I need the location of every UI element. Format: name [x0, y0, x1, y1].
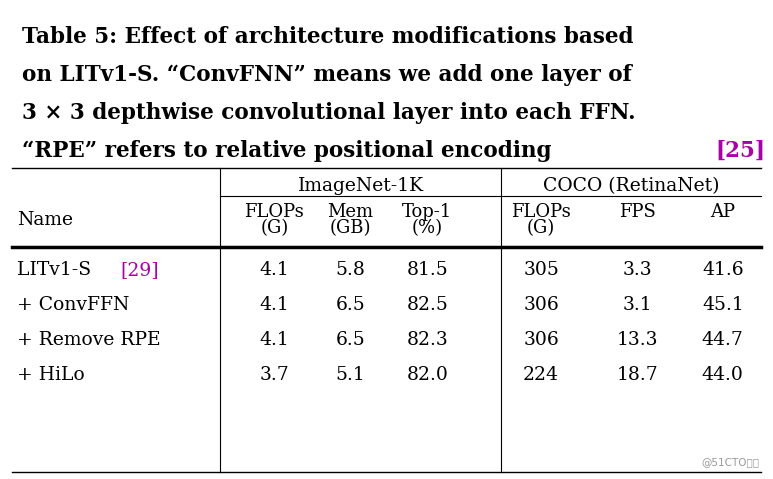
Text: 4.1: 4.1: [260, 261, 289, 279]
Text: LITv1-S: LITv1-S: [16, 261, 97, 279]
Text: Table 5: Effect of architecture modifications based: Table 5: Effect of architecture modifica…: [22, 26, 634, 48]
Text: 13.3: 13.3: [617, 331, 659, 349]
Text: + HiLo: + HiLo: [16, 366, 84, 384]
Text: 82.0: 82.0: [407, 366, 448, 384]
Text: on LITv1-S. “ConvFNN” means we add one layer of: on LITv1-S. “ConvFNN” means we add one l…: [22, 64, 632, 86]
Text: (G): (G): [261, 219, 288, 237]
Text: 5.1: 5.1: [335, 366, 365, 384]
Text: + Remove RPE: + Remove RPE: [16, 331, 160, 349]
Text: 306: 306: [523, 331, 559, 349]
Text: 81.5: 81.5: [407, 261, 448, 279]
Text: “RPE” refers to relative positional encoding: “RPE” refers to relative positional enco…: [22, 140, 559, 162]
Text: 6.5: 6.5: [335, 331, 365, 349]
Text: 3.3: 3.3: [623, 261, 652, 279]
Text: Top-1: Top-1: [402, 203, 453, 221]
Text: 18.7: 18.7: [617, 366, 659, 384]
Text: FPS: FPS: [619, 203, 656, 221]
Text: AP: AP: [710, 203, 735, 221]
Text: + ConvFFN: + ConvFFN: [16, 296, 129, 314]
Text: @51CTO博客: @51CTO博客: [701, 457, 759, 467]
Text: (%): (%): [412, 219, 443, 237]
Text: 3 × 3 depthwise convolutional layer into each FFN.: 3 × 3 depthwise convolutional layer into…: [22, 102, 635, 124]
Text: FLOPs: FLOPs: [511, 203, 571, 221]
Text: 5.8: 5.8: [335, 261, 365, 279]
Text: 3.1: 3.1: [623, 296, 652, 314]
Text: COCO (RetinaNet): COCO (RetinaNet): [543, 177, 720, 195]
Text: 306: 306: [523, 296, 559, 314]
Text: ImageNet-1K: ImageNet-1K: [298, 177, 424, 195]
Text: 224: 224: [523, 366, 559, 384]
Text: FLOPs: FLOPs: [244, 203, 305, 221]
Text: 41.6: 41.6: [702, 261, 744, 279]
Text: 4.1: 4.1: [260, 296, 289, 314]
Text: 6.5: 6.5: [335, 296, 365, 314]
Text: 3.7: 3.7: [260, 366, 289, 384]
Text: Name: Name: [16, 211, 73, 229]
Text: 82.5: 82.5: [407, 296, 448, 314]
Text: 44.7: 44.7: [702, 331, 744, 349]
Text: (GB): (GB): [329, 219, 371, 237]
Text: 305: 305: [523, 261, 559, 279]
Text: 82.3: 82.3: [407, 331, 448, 349]
Text: 44.0: 44.0: [702, 366, 744, 384]
Text: 45.1: 45.1: [702, 296, 744, 314]
Text: (G): (G): [527, 219, 555, 237]
Text: 4.1: 4.1: [260, 331, 289, 349]
Text: [25]: [25]: [715, 140, 765, 162]
Text: [29]: [29]: [120, 261, 158, 279]
Text: Mem: Mem: [327, 203, 373, 221]
